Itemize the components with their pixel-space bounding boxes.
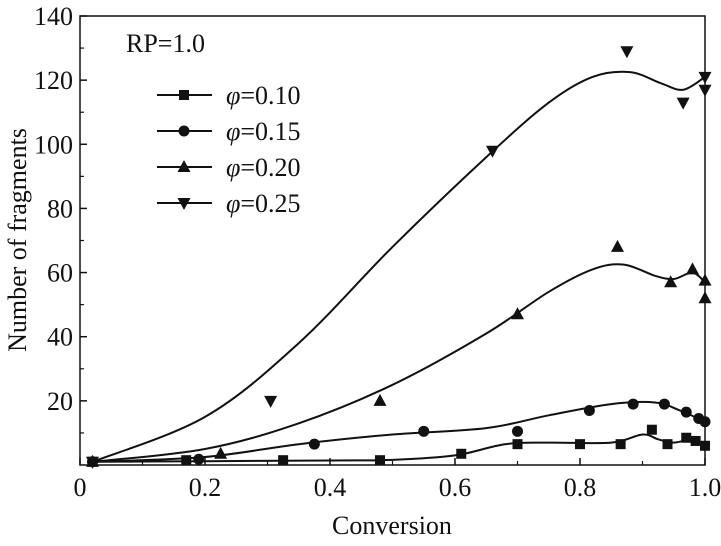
legend: φ=0.10 φ=0.15 φ=0.20 φ=0.25: [157, 81, 301, 218]
data-point-square: [662, 439, 673, 450]
data-point-square: [456, 448, 467, 459]
data-point-circle: [583, 404, 595, 416]
data-point-square: [575, 439, 585, 450]
data-point-triangle-up: [611, 239, 624, 252]
data-point-square: [700, 440, 710, 451]
legend-label-square: φ=0.10: [226, 81, 301, 110]
y-tick-label: 120: [34, 66, 73, 95]
y-axis-title: Number of fragments: [3, 128, 32, 352]
data-point-circle: [418, 425, 430, 437]
data-point-circle: [699, 416, 711, 428]
data-point-square: [690, 435, 701, 446]
data-point-triangle-down: [698, 84, 712, 97]
legend-marker-circle: [178, 125, 190, 137]
data-point-circle: [308, 438, 320, 450]
x-tick-label: 0: [74, 473, 87, 502]
legend-label-circle: φ=0.15: [226, 117, 301, 146]
series-markers: [86, 46, 712, 469]
data-point-triangle-down: [486, 145, 499, 158]
data-point-circle: [658, 398, 670, 410]
legend-marker-triangle-up: [177, 160, 191, 172]
y-tick-label: 140: [34, 2, 73, 31]
y-tick-label: 60: [47, 259, 73, 288]
tick-labels: 0 0.2 0.4 0.6 0.8 1.0 20 40 60 80 100 120 140: [34, 2, 721, 502]
y-tick-label: 100: [34, 130, 73, 159]
data-point-triangle-up: [373, 393, 387, 406]
legend-label-triangle-up: φ=0.20: [226, 153, 301, 182]
x-tick-label: 1.0: [689, 473, 721, 502]
data-point-triangle-down: [698, 71, 712, 84]
x-tick-label: 0.2: [189, 473, 222, 502]
data-point-triangle-down: [676, 97, 690, 110]
data-point-circle: [680, 406, 692, 418]
legend-marker-triangle-down: [177, 198, 191, 210]
x-tick-label: 0.8: [564, 473, 597, 502]
data-point-triangle-up: [698, 291, 712, 304]
x-tick-label: 0.4: [314, 473, 347, 502]
data-point-square: [181, 455, 192, 466]
data-point-triangle-up: [511, 307, 524, 320]
data-point-circle: [193, 453, 205, 465]
data-point-square: [615, 439, 626, 450]
data-point-triangle-up: [686, 262, 699, 275]
data-point-triangle-up: [698, 273, 712, 286]
data-point-square: [278, 455, 289, 466]
y-tick-label: 20: [47, 387, 73, 416]
series-line-triangle-up: [92, 263, 706, 463]
data-point-triangle-down: [264, 395, 278, 408]
y-tick-label: 40: [47, 323, 73, 352]
legend-label-triangle-down: φ=0.25: [226, 189, 301, 218]
x-axis-title: Conversion: [332, 511, 452, 540]
x-tick-label: 0.6: [439, 473, 472, 502]
data-point-square: [681, 432, 692, 443]
data-point-square: [646, 424, 657, 435]
data-point-triangle-down: [86, 456, 99, 469]
data-point-square: [512, 439, 523, 450]
data-point-triangle-down: [620, 46, 634, 59]
data-point-triangle-up: [664, 275, 678, 288]
legend-marker-square: [179, 90, 189, 100]
data-point-circle: [627, 398, 639, 410]
plot-frame: [79, 15, 706, 466]
data-point-circle: [512, 425, 523, 437]
axis-ticks: [79, 15, 706, 465]
y-tick-label: 80: [47, 194, 73, 223]
series-line-triangle-down: [92, 70, 706, 463]
data-point-square: [375, 455, 385, 466]
data-point-triangle-up: [214, 446, 228, 459]
annotation-rp: RP=1.0: [126, 29, 205, 58]
